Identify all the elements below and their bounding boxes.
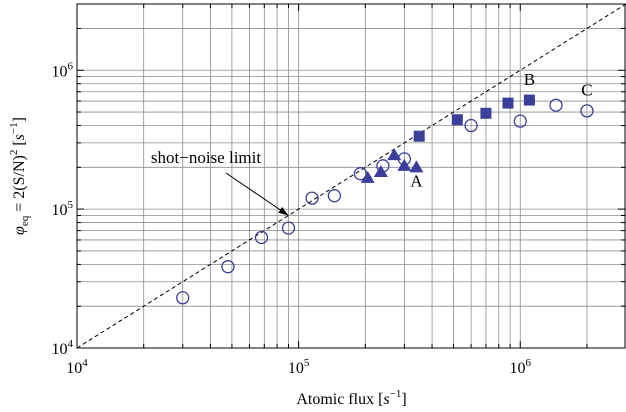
- data-point-circle: [464, 118, 478, 133]
- axis-ticks: 104 105 106 104 105 106: [52, 4, 625, 377]
- x-tick-label: 104: [66, 357, 88, 377]
- data-point-circle: [176, 291, 190, 305]
- y-axis-label: φeq = 2(S/N)2 [s−1]: [8, 117, 31, 235]
- arrow-head: [278, 206, 289, 216]
- point-label-a: A: [410, 172, 423, 191]
- data-point-circle: [281, 221, 296, 235]
- x-tick-label: 106: [510, 357, 532, 377]
- data-point-square: [480, 107, 492, 119]
- x-axis-label: Atomic flux [s−1]: [296, 388, 406, 408]
- shot-noise-limit-line: [76, 3, 626, 349]
- x-tick-label: 105: [288, 357, 310, 377]
- data-point-circle: [580, 104, 594, 118]
- data-point-circle: [327, 189, 342, 203]
- point-label-c: C: [581, 80, 592, 99]
- plot-frame: [76, 3, 626, 349]
- data-point-triangle: [360, 170, 375, 183]
- data-point-triangle: [397, 158, 412, 171]
- point-label-b: B: [524, 70, 535, 89]
- data-point-circle: [221, 260, 235, 274]
- y-tick-label: 106: [52, 60, 74, 80]
- data-points: [176, 94, 594, 305]
- data-point-square: [413, 130, 425, 142]
- data-point-triangle: [387, 148, 402, 161]
- grid-lines: [77, 4, 626, 348]
- data-point-square: [523, 94, 535, 106]
- data-point-circle: [513, 114, 527, 128]
- data-point-triangle: [409, 160, 424, 173]
- data-point-circle: [549, 98, 563, 112]
- y-tick-label: 105: [52, 199, 74, 219]
- arrow-line: [225, 172, 289, 216]
- data-point-triangle: [373, 165, 388, 178]
- data-point-circle: [305, 191, 319, 205]
- data-point-square: [502, 97, 514, 109]
- y-tick-label: 104: [52, 338, 74, 358]
- reference-line-group: [76, 3, 626, 349]
- data-point-circle: [254, 230, 269, 245]
- data-point-square: [451, 114, 463, 126]
- shot-noise-limit-label: shot−noise limit: [151, 148, 261, 167]
